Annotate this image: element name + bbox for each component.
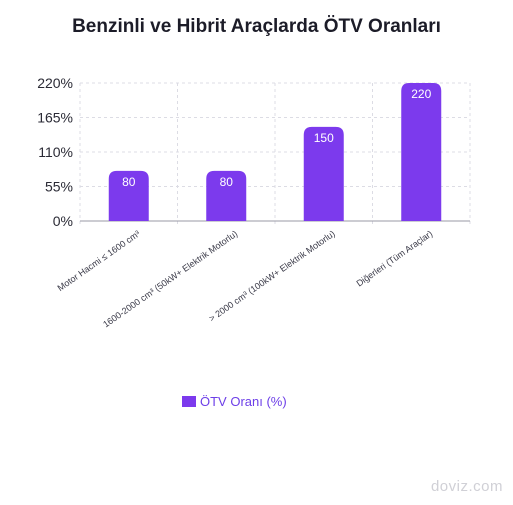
y-tick-label: 165%	[37, 110, 73, 126]
bar	[206, 170, 247, 221]
chart-title: Benzinli ve Hibrit Araçlarda ÖTV Oranlar…	[72, 16, 441, 37]
legend-label: ÖTV Oranı (%)	[200, 394, 287, 409]
data-label: 80	[220, 175, 234, 189]
legend-swatch	[182, 396, 196, 407]
x-tick-label: Motor Hacmi ≤ 1600 cm³	[56, 228, 142, 293]
bar	[303, 126, 344, 221]
bar	[401, 83, 442, 221]
data-label: 220	[411, 87, 431, 101]
x-tick-label: Diğerleri (Tüm Araçlar)	[355, 228, 435, 288]
legend[interactable]: ÖTV Oranı (%)	[182, 394, 287, 409]
bar	[108, 170, 149, 221]
y-tick-label: 220%	[37, 75, 73, 91]
data-label: 150	[314, 131, 334, 145]
bars	[108, 83, 442, 221]
y-tick-label: 55%	[45, 179, 73, 195]
data-label: 80	[122, 175, 136, 189]
y-tick-label: 110%	[38, 144, 73, 160]
watermark: doviz.com	[430, 478, 503, 495]
y-tick-label: 0%	[53, 213, 73, 229]
